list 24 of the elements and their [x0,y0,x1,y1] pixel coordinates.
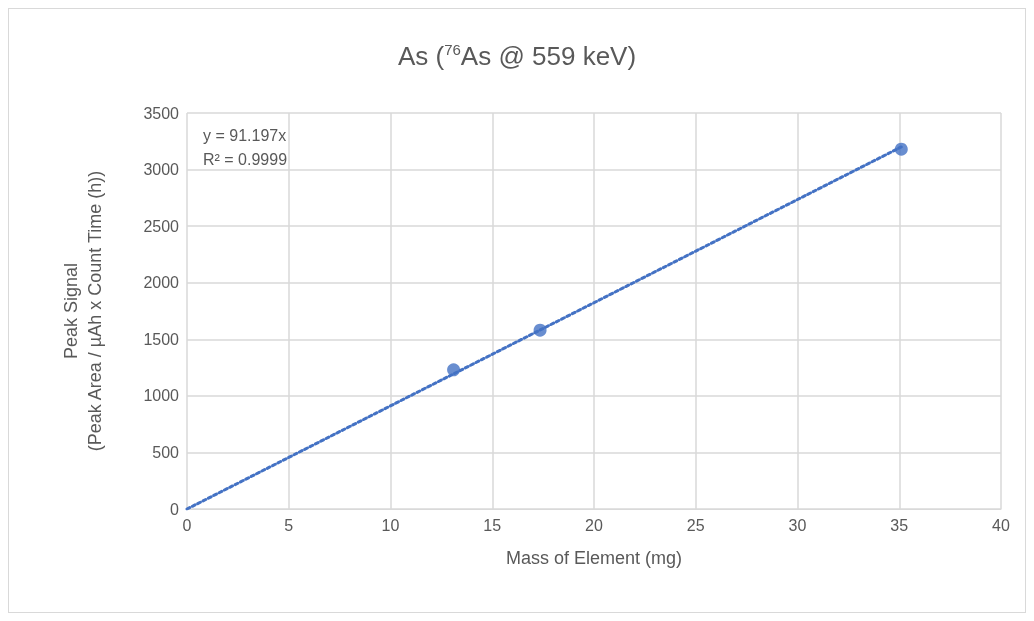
point [447,363,461,377]
y-tick-label: 3500 [143,104,180,122]
x-tick-label: 40 [992,516,1010,534]
y-tick-label: 1000 [143,387,180,405]
y-tick-label: 2000 [143,274,180,292]
x-tick-label: 25 [686,516,705,534]
y-tick-label: 1500 [143,330,180,348]
x-tick-label: 20 [585,516,603,534]
annotation: y = 91.197x [203,126,287,144]
x-tick-label: 15 [483,516,502,534]
x-axis-title: Mass of Element (mg) [505,548,683,568]
annotation: R² = 0.9999 [203,150,288,168]
x-tick-label: 5 [284,516,294,534]
y-tick-label: 2500 [143,217,180,235]
x-tick-label: 10 [381,516,400,534]
y-axis-title: Peak Signal (Peak Area / µAh x Count Time (h)) [61,170,105,452]
point [894,142,908,156]
x-tick-label: 35 [890,516,909,534]
x-tick-label: 30 [788,516,807,534]
point [533,323,547,337]
x-tick-label: 0 [182,516,192,534]
y-tick-label: 0 [170,500,180,518]
y-tick-label: 500 [152,443,180,461]
y-tick-label: 3000 [143,161,180,179]
